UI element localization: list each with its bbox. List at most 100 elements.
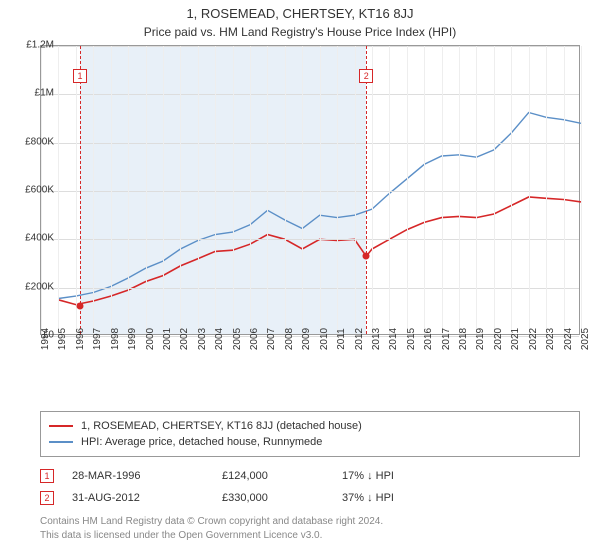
sale-dot	[77, 303, 84, 310]
x-tick-label: 2013	[371, 328, 382, 350]
gridline-v	[442, 46, 443, 334]
gridline-v	[198, 46, 199, 334]
sale-row-pct: 17% ↓ HPI	[342, 470, 462, 482]
gridline-v	[564, 46, 565, 334]
gridline-v	[494, 46, 495, 334]
y-tick-label: £200K	[10, 281, 54, 292]
sale-row-pct: 37% ↓ HPI	[342, 492, 462, 504]
footer-attribution: Contains HM Land Registry data © Crown c…	[40, 515, 580, 542]
gridline-v	[93, 46, 94, 334]
gridline-v	[581, 46, 582, 334]
legend-swatch	[49, 441, 73, 443]
x-tick-label: 2018	[458, 328, 469, 350]
plot-region: 12	[40, 45, 580, 335]
chart-container: 1, ROSEMEAD, CHERTSEY, KT16 8JJ Price pa…	[0, 0, 600, 560]
gridline-v	[529, 46, 530, 334]
y-tick-label: £600K	[10, 185, 54, 196]
gridline-v	[163, 46, 164, 334]
gridline-v	[285, 46, 286, 334]
sale-row-date: 31-AUG-2012	[72, 492, 222, 504]
gridline-v	[58, 46, 59, 334]
sale-row-date: 28-MAR-1996	[72, 470, 222, 482]
sale-row-marker: 1	[40, 469, 54, 483]
gridline-v	[389, 46, 390, 334]
gridline-v	[180, 46, 181, 334]
gridline-h	[41, 288, 579, 289]
gridline-v	[128, 46, 129, 334]
sale-marker-box: 1	[73, 69, 87, 83]
x-tick-label: 2008	[284, 328, 295, 350]
sale-row-price: £330,000	[222, 492, 342, 504]
x-tick-label: 1997	[92, 328, 103, 350]
gridline-v	[424, 46, 425, 334]
sales-table: 1 28-MAR-1996£124,00017% ↓ HPI 2 31-AUG-201…	[40, 465, 580, 509]
x-tick-label: 2012	[354, 328, 365, 350]
x-tick-label: 1995	[57, 328, 68, 350]
sale-vline	[80, 46, 81, 334]
gridline-h	[41, 94, 579, 95]
sale-row: 1 28-MAR-1996£124,00017% ↓ HPI	[40, 465, 580, 487]
x-tick-label: 2005	[232, 328, 243, 350]
x-tick-label: 2023	[545, 328, 556, 350]
gridline-h	[41, 143, 579, 144]
legend-swatch	[49, 425, 73, 427]
legend-box: 1, ROSEMEAD, CHERTSEY, KT16 8JJ (detache…	[40, 411, 580, 457]
legend-item: 1, ROSEMEAD, CHERTSEY, KT16 8JJ (detache…	[49, 418, 571, 434]
x-tick-label: 1994	[40, 328, 51, 350]
gridline-v	[111, 46, 112, 334]
sale-marker-box: 2	[359, 69, 373, 83]
x-tick-label: 1999	[127, 328, 138, 350]
x-tick-label: 2024	[563, 328, 574, 350]
gridline-v	[407, 46, 408, 334]
sale-vline	[366, 46, 367, 334]
gridline-v	[546, 46, 547, 334]
x-tick-label: 1998	[110, 328, 121, 350]
chart-subtitle: Price paid vs. HM Land Registry's House …	[0, 21, 600, 45]
x-tick-label: 2017	[441, 328, 452, 350]
x-tick-label: 2025	[580, 328, 591, 350]
gridline-v	[476, 46, 477, 334]
footer-line-2: This data is licensed under the Open Gov…	[40, 529, 580, 543]
x-tick-label: 2002	[179, 328, 190, 350]
gridline-v	[372, 46, 373, 334]
x-tick-label: 2015	[406, 328, 417, 350]
gridline-v	[337, 46, 338, 334]
gridline-v	[250, 46, 251, 334]
x-tick-label: 2006	[249, 328, 260, 350]
x-tick-label: 2010	[319, 328, 330, 350]
y-tick-label: £1M	[10, 88, 54, 99]
gridline-v	[320, 46, 321, 334]
x-tick-label: 2003	[197, 328, 208, 350]
gridline-v	[146, 46, 147, 334]
gridline-h	[41, 239, 579, 240]
sale-row-price: £124,000	[222, 470, 342, 482]
x-tick-label: 2011	[336, 328, 347, 350]
x-tick-label: 2019	[475, 328, 486, 350]
legend-item: HPI: Average price, detached house, Runn…	[49, 434, 571, 450]
x-tick-label: 2022	[528, 328, 539, 350]
sale-row-marker: 2	[40, 491, 54, 505]
y-tick-label: £400K	[10, 233, 54, 244]
gridline-v	[459, 46, 460, 334]
gridline-v	[215, 46, 216, 334]
y-tick-label: £800K	[10, 136, 54, 147]
legend-label: 1, ROSEMEAD, CHERTSEY, KT16 8JJ (detache…	[81, 420, 362, 432]
x-tick-label: 2004	[214, 328, 225, 350]
legend-label: HPI: Average price, detached house, Runn…	[81, 436, 322, 448]
x-tick-label: 2000	[145, 328, 156, 350]
gridline-v	[302, 46, 303, 334]
x-tick-label: 2007	[266, 328, 277, 350]
gridline-v	[76, 46, 77, 334]
chart-title: 1, ROSEMEAD, CHERTSEY, KT16 8JJ	[0, 0, 600, 21]
x-tick-label: 2001	[162, 328, 173, 350]
sale-row: 2 31-AUG-2012£330,00037% ↓ HPI	[40, 487, 580, 509]
gridline-h	[41, 46, 579, 47]
footer-line-1: Contains HM Land Registry data © Crown c…	[40, 515, 580, 529]
gridline-v	[511, 46, 512, 334]
chart-area: 12 £0£200K£400K£600K£800K£1M£1.2M1994199…	[40, 45, 600, 375]
sale-dot	[363, 253, 370, 260]
x-tick-label: 2016	[423, 328, 434, 350]
gridline-v	[355, 46, 356, 334]
x-tick-label: 1996	[75, 328, 86, 350]
gridline-h	[41, 191, 579, 192]
